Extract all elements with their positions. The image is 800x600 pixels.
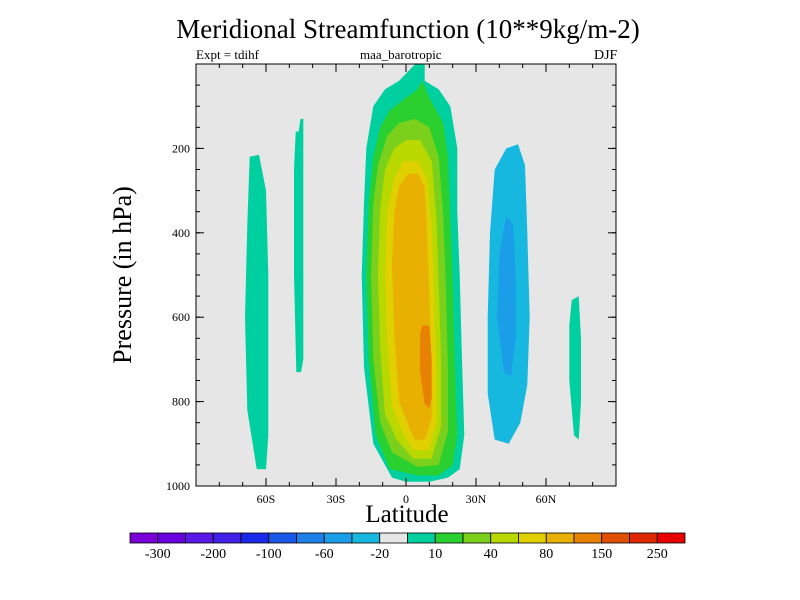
southern-hemisphere-weak-cell-contour xyxy=(245,154,269,470)
colorbar-label: -100 xyxy=(256,547,282,562)
southern-narrow-band-contour xyxy=(294,118,304,373)
x-tick-label: 30N xyxy=(466,492,487,506)
northern-weak-band-contour xyxy=(569,296,581,440)
contour-regions xyxy=(196,64,616,486)
colorbar-swatch xyxy=(129,532,159,544)
x-tick-label: 60N xyxy=(536,492,557,506)
colorbar-swatch xyxy=(157,532,186,544)
colorbar-swatch xyxy=(462,532,492,544)
colorbar-swatch xyxy=(518,532,547,544)
colorbar-swatch xyxy=(434,532,464,544)
ferrel-cell-contour xyxy=(497,215,516,377)
colorbar-label: -20 xyxy=(370,547,389,562)
y-tick-label: 600 xyxy=(172,310,190,324)
season-label: DJF xyxy=(594,48,618,63)
experiment-label: Expt = tdihf xyxy=(196,47,259,62)
y-tick-label: 800 xyxy=(172,395,190,409)
colorbar: -300 -200 -100 -60 -20 10 40 80 150 250 xyxy=(129,532,686,562)
plot-axes: 60S 30S 0 30N 60N 200 400 600 800 1000 xyxy=(166,63,617,506)
colorbar-swatch xyxy=(490,532,519,544)
colorbar-label: 80 xyxy=(539,547,553,562)
colorbar-label: 10 xyxy=(428,547,442,562)
colorbar-swatch xyxy=(296,532,325,544)
experiment-name: maa_barotropic xyxy=(360,47,442,62)
colorbar-label: 250 xyxy=(647,547,668,562)
hadley-cell-contour xyxy=(420,325,432,408)
colorbar-label: -60 xyxy=(315,547,334,562)
colorbar-swatch xyxy=(601,532,630,544)
colorbar-swatch xyxy=(407,532,436,544)
colorbar-label: 40 xyxy=(484,547,498,562)
colorbar-swatch xyxy=(323,532,353,544)
y-tick-label: 1000 xyxy=(166,479,190,493)
colorbar-label: 150 xyxy=(591,547,612,562)
colorbar-swatch xyxy=(379,532,408,544)
colorbar-swatch xyxy=(573,532,603,544)
x-axis-label: Latitude xyxy=(365,501,449,528)
x-tick-label: 30S xyxy=(327,492,346,506)
x-tick-label: 0 xyxy=(403,492,409,506)
y-tick-label: 400 xyxy=(172,226,190,240)
colorbar-swatch xyxy=(268,532,297,544)
colorbar-label: -200 xyxy=(200,547,226,562)
colorbar-swatch xyxy=(545,532,575,544)
colorbar-label: -300 xyxy=(145,547,171,562)
colorbar-swatch xyxy=(240,532,270,544)
colorbar-swatch xyxy=(629,532,658,544)
chart-title: Meridional Streamfunction (10**9kg/m-2) xyxy=(176,14,640,44)
colorbar-swatch xyxy=(656,532,686,544)
x-tick-label: 60S xyxy=(257,492,276,506)
colorbar-swatch xyxy=(351,532,381,544)
upper-negative-speck-left-contour xyxy=(291,97,301,132)
colorbar-swatch xyxy=(185,532,214,544)
colorbar-swatch xyxy=(212,532,242,544)
y-tick-label: 200 xyxy=(172,141,190,155)
